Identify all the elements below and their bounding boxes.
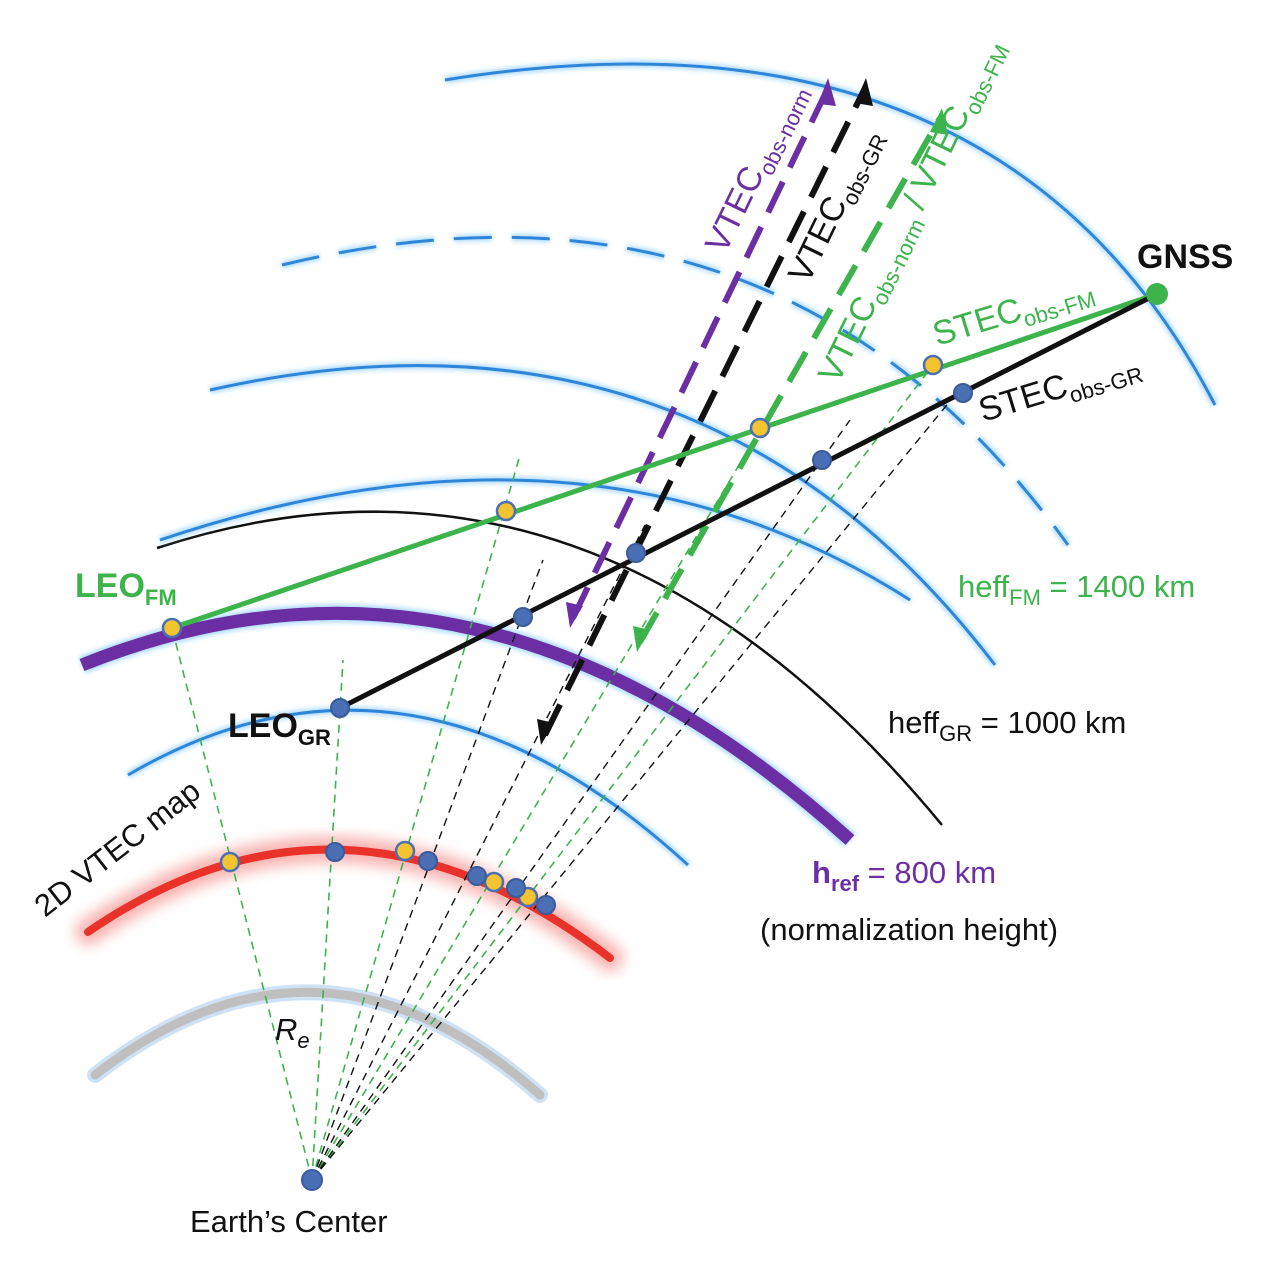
middle-shell-arc bbox=[158, 476, 912, 603]
vtec-obs-norm-arrow bbox=[566, 78, 836, 628]
href-label: href = 800 km bbox=[812, 855, 996, 896]
heff-fm-label: heffFM = 1400 km bbox=[958, 569, 1195, 610]
vtec-obs-fm-arrow bbox=[633, 108, 948, 652]
vtec-obs-gr-arrow bbox=[537, 78, 873, 745]
gr-pierce-points bbox=[301, 383, 973, 1191]
heff-fm-shell-arc bbox=[209, 362, 998, 668]
normalization-height-label: (normalization height) bbox=[760, 912, 1058, 947]
vtec-map-shell-arc bbox=[75, 836, 623, 971]
leo-fm-label: LEOFM bbox=[75, 567, 177, 610]
radial-lines-green bbox=[171, 364, 934, 1181]
heff-gr-label: heffGR = 1000 km bbox=[888, 705, 1126, 746]
stec-obs-fm-ray bbox=[171, 291, 1158, 631]
earth-surface-arc bbox=[87, 984, 548, 1103]
heff-gr-shell-arc bbox=[156, 510, 943, 826]
gnss-satellite-point bbox=[1146, 283, 1168, 305]
leo-gr-label: LEOGR bbox=[228, 707, 331, 750]
gnss-label: GNSS bbox=[1137, 238, 1233, 276]
earth-center-label: Earth’s Center bbox=[190, 1204, 388, 1239]
gnss-shell-arc bbox=[444, 60, 1219, 407]
stec-obs-gr-ray bbox=[338, 291, 1159, 711]
leo-gr-shell-arc bbox=[126, 706, 691, 868]
href-normalization-shell-arc bbox=[78, 604, 857, 847]
earth-radius-label: Re bbox=[275, 1012, 310, 1053]
radial-lines-black bbox=[311, 394, 956, 1181]
stec-obs-gr-label: STECobs-GR bbox=[974, 345, 1146, 435]
dashed-shell-arc bbox=[281, 233, 1071, 548]
